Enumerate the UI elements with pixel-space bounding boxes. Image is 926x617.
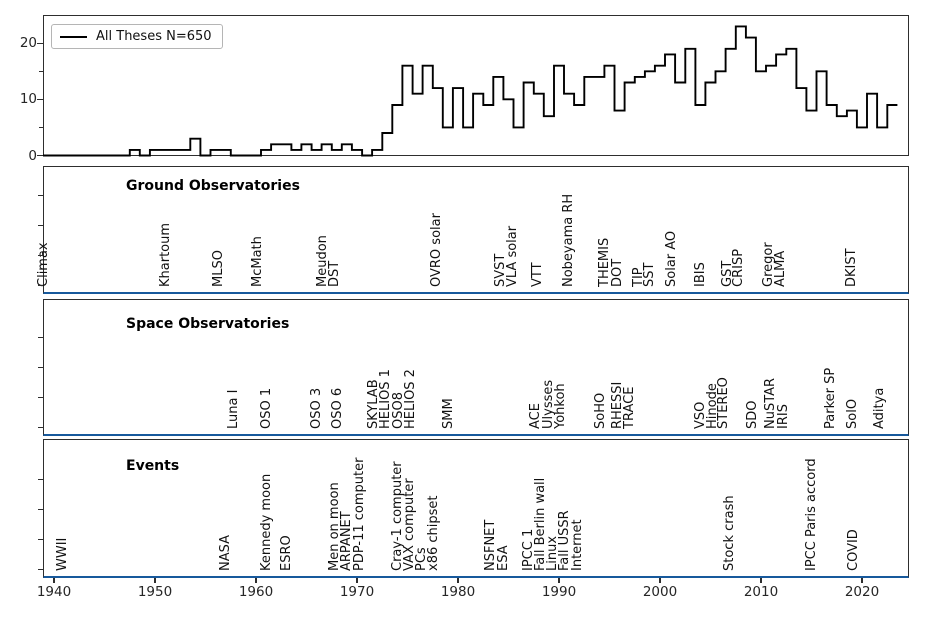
observatory-label: SoHO — [592, 392, 608, 429]
observatory-label: STEREO — [715, 377, 731, 429]
x-axis-tick — [356, 578, 358, 583]
event-label: Internet — [570, 519, 586, 571]
y-axis-minor-tick — [39, 126, 43, 128]
x-axis-tick — [659, 578, 661, 583]
observatory-label: DKIST — [844, 248, 860, 287]
panel-left-tick — [38, 194, 43, 196]
observatory-label: OSO 6 — [329, 387, 345, 429]
ground-observatories-panel: Ground Observatories Climax Khartoum MLSO M… — [36, 166, 909, 294]
observatory-label: SST — [642, 262, 658, 287]
observatory-label: SDO — [745, 400, 761, 430]
x-axis-tick-label: 1990 — [541, 584, 577, 600]
observatory-label: VLA solar — [504, 225, 520, 287]
observatory-label: DST — [326, 260, 342, 287]
y-axis-tick-label: 10 — [19, 91, 37, 108]
event-label: x86 chipset — [425, 495, 441, 572]
x-axis-tick — [760, 578, 762, 583]
observatory-label: IBIS — [692, 262, 708, 287]
space-observatories-panel: Space Observatories Luna I OSO 1 OSO 3 OSO … — [38, 299, 909, 436]
y-axis-tick — [37, 42, 43, 44]
observatory-label: Solar AO — [664, 230, 680, 287]
observatory-label: Nobeyama RH — [561, 193, 577, 287]
event-label: Stock crash — [721, 495, 737, 571]
y-axis-minor-tick — [39, 70, 43, 72]
x-axis-tick — [558, 578, 560, 583]
observatory-label: IRIS — [776, 404, 792, 429]
x-axis-tick-label: 1980 — [440, 584, 476, 600]
observatory-label: VTT — [529, 262, 545, 287]
observatory-label: McMath — [250, 236, 266, 287]
panel-left-tick — [38, 508, 43, 510]
panel-left-tick — [38, 254, 43, 256]
event-label: PDP-11 computer — [352, 457, 368, 571]
event-label: ESA — [495, 545, 511, 571]
x-axis-tick — [154, 578, 156, 583]
event-label: WWII — [55, 537, 71, 571]
event-label: COVID — [846, 529, 862, 571]
observatory-label: TRACE — [621, 386, 637, 429]
observatory-label: Aditya — [872, 387, 888, 429]
observatory-label: CRISP — [730, 248, 746, 287]
observatory-label: Climax — [36, 242, 52, 287]
y-axis-tick-label: 0 — [28, 147, 37, 164]
event-label: ESRO — [279, 535, 295, 571]
y-axis-tick — [37, 98, 43, 101]
panel-left-tick — [38, 224, 43, 226]
x-axis-tick-label: 2000 — [642, 584, 678, 600]
panel-left-tick — [38, 396, 43, 398]
panel-left-tick — [38, 284, 43, 286]
event-label: IPCC Paris accord — [803, 458, 819, 571]
x-axis-tick — [861, 578, 863, 583]
x-axis-tick — [255, 578, 257, 583]
observatory-label: Yohkoh — [553, 383, 569, 429]
observatory-label: OSO 1 — [259, 387, 275, 429]
events-panel: Events WWII NASA Kennedy moon ESRO Men on mo… — [38, 439, 909, 578]
observatory-label: MLSO — [210, 250, 226, 287]
y-axis-tick — [37, 154, 43, 157]
panel-title-space: Space Observatories — [126, 316, 290, 332]
legend-label: All Theses N=650 — [96, 29, 212, 44]
x-axis-tick — [53, 578, 55, 583]
x-axis-tick-label: 1940 — [36, 584, 72, 600]
observatory-label: ALMA — [773, 250, 789, 287]
observatory-label: Parker SP — [822, 367, 838, 429]
panel-left-tick — [38, 568, 43, 570]
y-axis-tick-label: 20 — [19, 35, 37, 52]
observatory-label: OSO 3 — [308, 387, 324, 429]
x-axis-tick-label: 2010 — [743, 584, 779, 600]
panel-left-tick — [38, 336, 43, 338]
x-axis-tick — [457, 578, 459, 583]
observatory-label: SMM — [441, 398, 457, 429]
panel-title-events: Events — [126, 458, 180, 474]
observatory-label: DOT — [609, 258, 625, 287]
event-label: NASA — [217, 534, 233, 571]
observatory-label: SolO — [845, 398, 861, 429]
observatory-label: HELIOS 2 — [402, 369, 418, 429]
x-axis-tick-label: 1960 — [238, 584, 274, 600]
legend-line-sample — [60, 35, 87, 38]
observatory-label: Khartoum — [158, 222, 174, 287]
x-axis-tick-label: 1970 — [339, 584, 375, 600]
legend: All Theses N=650 — [51, 24, 223, 49]
observatory-label: OVRO solar — [428, 213, 444, 287]
observatory-label: Luna I — [225, 389, 241, 429]
panel-left-tick — [38, 478, 43, 480]
x-axis-tick-label: 1950 — [137, 584, 173, 600]
panel-left-tick — [38, 366, 43, 368]
panel-title-ground: Ground Observatories — [126, 178, 300, 194]
x-axis-tick-label: 2020 — [844, 584, 880, 600]
panel-left-tick — [38, 538, 43, 540]
panel-left-tick — [38, 426, 43, 428]
event-label: Kennedy moon — [259, 473, 275, 571]
